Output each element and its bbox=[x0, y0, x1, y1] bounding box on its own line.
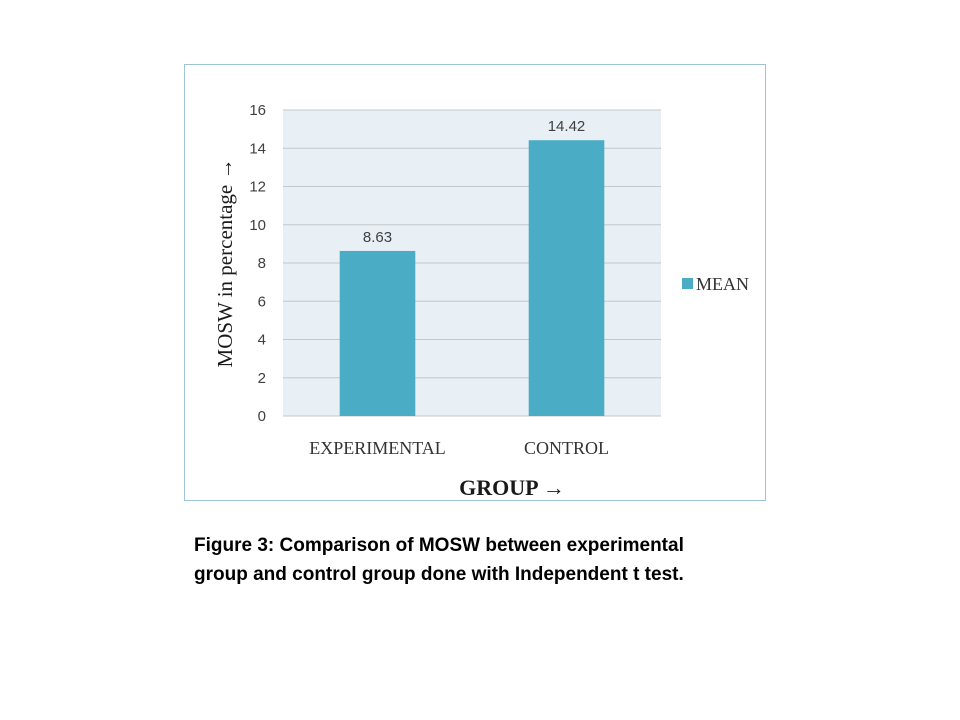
y-tick-label-12: 12 bbox=[249, 179, 266, 196]
y-tick-label-8: 8 bbox=[258, 255, 266, 272]
bars bbox=[339, 140, 605, 416]
chart-frame: 0 2 4 6 8 10 12 14 16 8.63 14.42 EXPERIMENTAL CONT… bbox=[184, 64, 766, 501]
y-tick-label-10: 10 bbox=[249, 217, 266, 234]
x-tick-label-experimental: EXPERIMENTAL bbox=[309, 438, 446, 458]
y-tick-label-4: 4 bbox=[258, 332, 266, 349]
legend: MEAN bbox=[682, 274, 749, 294]
y-tick-label-16: 16 bbox=[249, 102, 266, 119]
figure-caption: Figure 3: Comparison of MOSW between exp… bbox=[194, 531, 794, 589]
legend-swatch-mean bbox=[682, 278, 693, 289]
data-labels: 8.63 14.42 bbox=[363, 118, 585, 246]
legend-label-mean: MEAN bbox=[696, 274, 749, 294]
bar-experimental bbox=[339, 250, 416, 416]
y-axis-tick-labels: 0 2 4 6 8 10 12 14 16 bbox=[249, 102, 266, 425]
data-label-experimental: 8.63 bbox=[363, 229, 392, 246]
x-tick-label-control: CONTROL bbox=[524, 438, 609, 458]
figure-caption-line-1: Figure 3: Comparison of MOSW between exp… bbox=[194, 535, 684, 556]
y-axis-title: MOSW in percentage → bbox=[213, 159, 237, 368]
y-tick-label-0: 0 bbox=[258, 408, 266, 425]
x-axis-title: GROUP → bbox=[459, 475, 565, 500]
x-axis-category-labels: EXPERIMENTAL CONTROL bbox=[309, 438, 609, 458]
y-tick-label-2: 2 bbox=[258, 370, 266, 387]
bar-control bbox=[528, 140, 605, 416]
figure-caption-line-2: group and control group done with Indepe… bbox=[194, 564, 684, 585]
data-label-control: 14.42 bbox=[548, 118, 586, 135]
bar-chart: 0 2 4 6 8 10 12 14 16 8.63 14.42 EXPERIMENTAL CONT… bbox=[213, 102, 749, 500]
y-tick-label-6: 6 bbox=[258, 293, 266, 310]
y-tick-label-14: 14 bbox=[249, 140, 266, 157]
